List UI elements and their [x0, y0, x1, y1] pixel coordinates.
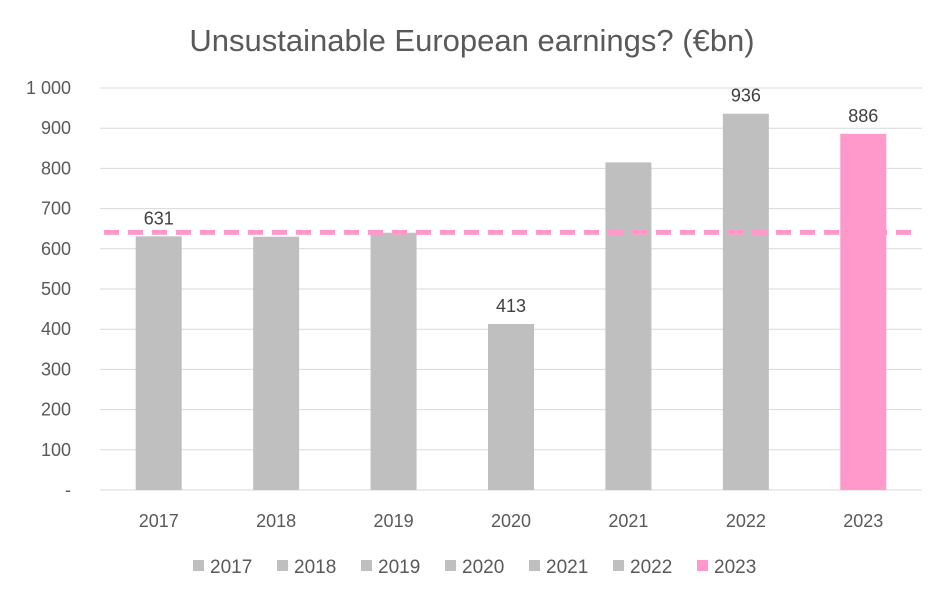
legend-label: 2021	[546, 557, 588, 578]
legend-swatch	[529, 560, 540, 571]
legend-label: 2020	[462, 557, 504, 578]
y-axis-ticks: - 100 200 300 400 500 600 700 800 900 1 000	[26, 78, 71, 500]
y-tick-label: 1 000	[26, 78, 71, 98]
y-tick-label: 400	[41, 319, 71, 339]
legend-swatch	[445, 560, 456, 571]
y-tick-label: 800	[41, 158, 71, 178]
x-tick-label: 2020	[491, 511, 531, 531]
x-tick-label: 2022	[726, 511, 766, 531]
bar-2022	[722, 113, 769, 490]
x-tick-label: 2021	[608, 511, 648, 531]
bar-2017	[135, 236, 182, 490]
data-label-2022: 936	[731, 86, 761, 106]
bar-2023	[840, 133, 887, 490]
legend-swatch	[277, 560, 288, 571]
chart-title: Unsustainable European earnings? (€bn)	[189, 23, 754, 58]
legend-swatch	[613, 560, 624, 571]
legend: 2017 2018 2019 2020 2021 2022 2023	[193, 557, 756, 578]
x-tick-label: 2023	[843, 511, 883, 531]
legend-label: 2023	[714, 557, 756, 578]
legend-label: 2018	[294, 557, 336, 578]
y-tick-label: -	[65, 480, 71, 500]
legend-label: 2022	[630, 557, 672, 578]
data-label-2017: 631	[144, 208, 174, 228]
legend-swatch	[361, 560, 372, 571]
legend-swatch	[193, 560, 204, 571]
legend-label: 2017	[210, 557, 252, 578]
y-tick-label: 500	[41, 279, 71, 299]
x-axis-ticks: 2017 2018 2019 2020 2021 2022 2023	[139, 511, 884, 531]
legend-swatch	[697, 560, 708, 571]
x-tick-label: 2017	[139, 511, 179, 531]
x-tick-label: 2019	[374, 511, 414, 531]
y-tick-label: 200	[41, 400, 71, 420]
y-tick-label: 300	[41, 359, 71, 379]
x-tick-label: 2018	[256, 511, 296, 531]
y-tick-label: 600	[41, 239, 71, 259]
bar-2018	[253, 236, 300, 490]
data-labels: 631 413 936 886	[144, 86, 879, 316]
bar-2021	[605, 162, 652, 490]
data-label-2023: 886	[848, 106, 878, 126]
legend-label: 2019	[378, 557, 420, 578]
y-tick-label: 700	[41, 199, 71, 219]
bar-2019	[370, 232, 417, 490]
bars	[135, 113, 887, 490]
data-label-2020: 413	[496, 296, 526, 316]
y-tick-label: 100	[41, 440, 71, 460]
bar-2020	[488, 323, 534, 490]
y-tick-label: 900	[41, 118, 71, 138]
